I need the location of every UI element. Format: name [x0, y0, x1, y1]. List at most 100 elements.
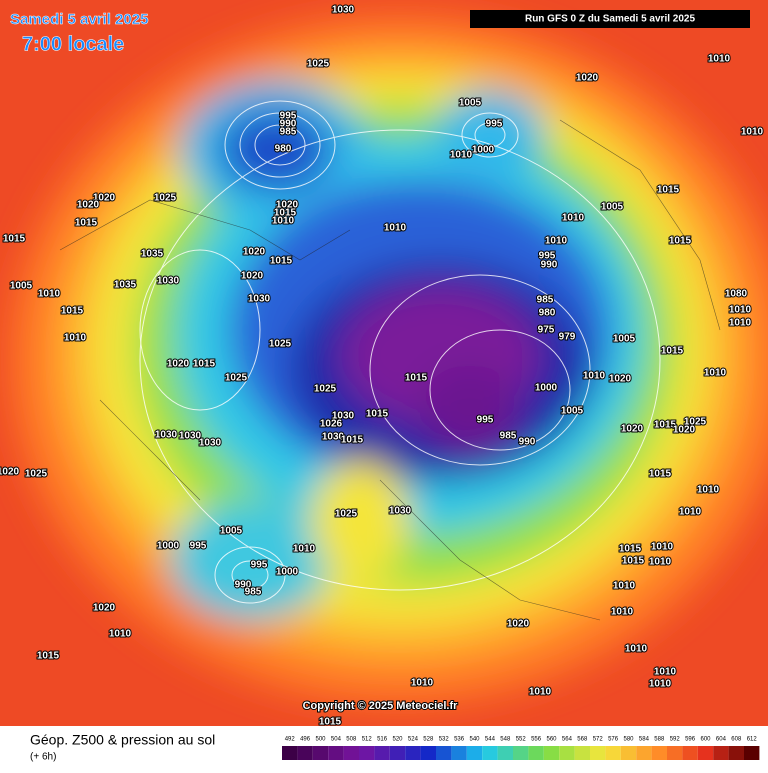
- legend-swatch: [559, 746, 575, 760]
- isobar-label: 1000: [157, 541, 180, 552]
- legend-swatch: [744, 746, 760, 760]
- isobar-label: 1000: [276, 567, 299, 578]
- isobar-label: 1000: [535, 383, 558, 394]
- isobar-label: 995: [477, 415, 494, 426]
- isobar-label: 1030: [332, 411, 355, 422]
- copyright: Copyright © 2025 Meteociel.fr: [303, 700, 459, 712]
- legend-swatch: [482, 746, 498, 760]
- isobar-label: 980: [275, 144, 292, 155]
- isobar-labels: 1030102510201010101010059951000101099599…: [0, 4, 765, 729]
- isobar-label: 1015: [319, 717, 342, 728]
- isobar-label: 1005: [613, 334, 636, 345]
- isobar-label: 1035: [141, 249, 164, 260]
- time: 7:00 locale: [22, 33, 124, 55]
- legend-label: 588: [654, 737, 665, 743]
- isobar-label: 990: [280, 119, 297, 130]
- isobar-label: 1015: [274, 208, 297, 219]
- isobar-label: 1020: [77, 200, 100, 211]
- isobar-label: 1015: [622, 556, 645, 567]
- isobar-label: 1010: [38, 289, 61, 300]
- legend-label: 524: [408, 737, 419, 743]
- legend-swatch: [297, 746, 313, 760]
- legend-swatch: [636, 746, 652, 760]
- legend-swatch: [282, 746, 298, 760]
- isobar-label: 1015: [405, 373, 428, 384]
- legend-label: 604: [716, 737, 727, 743]
- legend-label: 500: [315, 737, 326, 743]
- isobar-label: 1010: [611, 607, 634, 618]
- isobar-label: 1025: [307, 59, 330, 70]
- footer-lead: (+ 6h): [30, 752, 56, 763]
- isobar-label: 1030: [157, 276, 180, 287]
- isobar-label: 1020: [576, 73, 599, 84]
- isobar-label: 1010: [729, 318, 752, 329]
- legend-swatch: [667, 746, 683, 760]
- isobar-label: 1015: [669, 236, 692, 247]
- isobar-label: 1015: [3, 234, 26, 245]
- isobar-label: 1026: [320, 419, 343, 430]
- isobar-label: 1030: [332, 5, 355, 16]
- isobar-label: 1010: [272, 216, 295, 227]
- isobar-label: 1010: [649, 557, 672, 568]
- legend-swatch: [713, 746, 729, 760]
- legend-label: 496: [300, 737, 311, 743]
- isobar-label: 995: [280, 111, 297, 122]
- isobar-label: 1020: [241, 271, 264, 282]
- isobar-label: 1010: [625, 644, 648, 655]
- isobar-label: 1035: [114, 280, 137, 291]
- isobar-label: 1010: [654, 667, 677, 678]
- isobar-label: 1020: [507, 619, 530, 630]
- isobar-label: 1015: [619, 544, 642, 555]
- isobar-label: 1030: [199, 438, 222, 449]
- isobar-label: 1020: [621, 424, 644, 435]
- legend-label: 592: [670, 737, 681, 743]
- legend-label: 528: [423, 737, 434, 743]
- legend-label: 572: [593, 737, 604, 743]
- isobar-label: 1015: [75, 218, 98, 229]
- isobar-label: 1020: [93, 193, 116, 204]
- isobar-label: 1025: [225, 373, 248, 384]
- isobar-label: 1010: [697, 485, 720, 496]
- legend-swatch: [374, 746, 390, 760]
- legend-swatch: [528, 746, 544, 760]
- legend-swatch: [513, 746, 529, 760]
- legend-swatch: [359, 746, 375, 760]
- legend-label: 544: [485, 737, 496, 743]
- isobar-label: 1010: [613, 581, 636, 592]
- isobar-label: 1020: [276, 200, 299, 211]
- legend-swatch: [697, 746, 714, 760]
- isobar-label: 1025: [335, 509, 358, 520]
- legend-swatch: [605, 746, 621, 760]
- isobar-label: 1015: [649, 469, 672, 480]
- isobar-label: 1025: [25, 469, 48, 480]
- isobar-label: 1020: [673, 425, 696, 436]
- isobar-label: 995: [190, 541, 207, 552]
- isobar-label: 1005: [459, 98, 482, 109]
- isobar-label: 1010: [708, 54, 731, 65]
- isobar-label: 1010: [741, 127, 764, 138]
- isobar-label: 1030: [179, 431, 202, 442]
- isobar-label: 1025: [314, 384, 337, 395]
- legend-label: 596: [685, 737, 696, 743]
- legend-swatch: [728, 746, 744, 760]
- legend-label: 508: [346, 737, 357, 743]
- isobar-label: 1020: [93, 603, 116, 614]
- isobar-label: 1005: [561, 406, 584, 417]
- isobar-label: 1020: [0, 467, 20, 478]
- isobar-label: 1020: [243, 247, 266, 258]
- legend-swatch: [451, 746, 467, 760]
- isobar-label: 1010: [64, 333, 87, 344]
- legend-swatch: [343, 746, 359, 760]
- isobar-label: 985: [500, 431, 517, 442]
- isobar-label: 1015: [657, 185, 680, 196]
- legend-swatch: [590, 746, 606, 760]
- isobar-label: 990: [519, 437, 536, 448]
- legend-label: 548: [500, 737, 511, 743]
- legend-swatch: [389, 746, 406, 760]
- isobar-label: 1015: [341, 435, 364, 446]
- coastlines: [59, 119, 721, 621]
- isobar-label: 1030: [389, 506, 412, 517]
- isobar-label: 1010: [679, 507, 702, 518]
- legend-label: 536: [454, 737, 465, 743]
